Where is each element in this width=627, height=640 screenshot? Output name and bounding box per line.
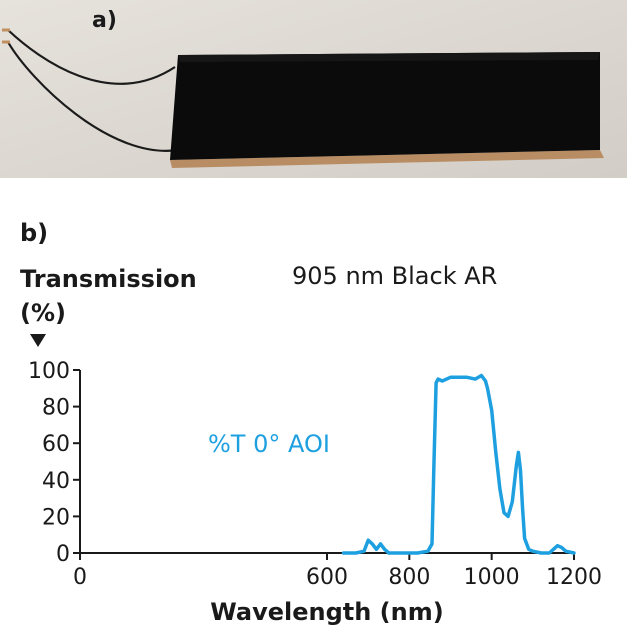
panel-b-label: b) [20,219,49,247]
x-tick-label: 800 [388,565,430,590]
y-axis-label-line1: Transmission [20,265,197,293]
chart-labels: Wavelength (nm) %T 0° AOI [208,430,444,626]
black-ar-plate-photo [0,0,627,178]
y-tick-label: 40 [42,469,70,494]
y-tick-label: 20 [42,505,70,530]
chart-title: 905 nm Black AR [292,262,498,290]
product-photo [0,0,627,178]
x-tick-label: 1200 [546,565,602,590]
y-axis-arrow-icon [30,334,46,347]
series-label: %T 0° AOI [208,430,330,458]
x-axis-label: Wavelength (nm) [210,598,443,626]
y-tick-label: 60 [42,432,70,457]
x-tick-label: 600 [306,565,348,590]
y-axis-label: Transmission (%) [20,262,197,330]
x-tick-label: 0 [73,565,87,590]
chart-axes [79,370,574,554]
y-axis-label-line2: (%) [20,299,66,327]
series-line [341,373,576,555]
chart-series [341,373,576,555]
y-tick-label: 80 [42,396,70,421]
panel-a-label: a) [92,8,117,33]
y-tick-label: 0 [56,542,70,567]
x-tick-label: 1000 [464,565,520,590]
y-tick-label: 100 [28,359,70,384]
